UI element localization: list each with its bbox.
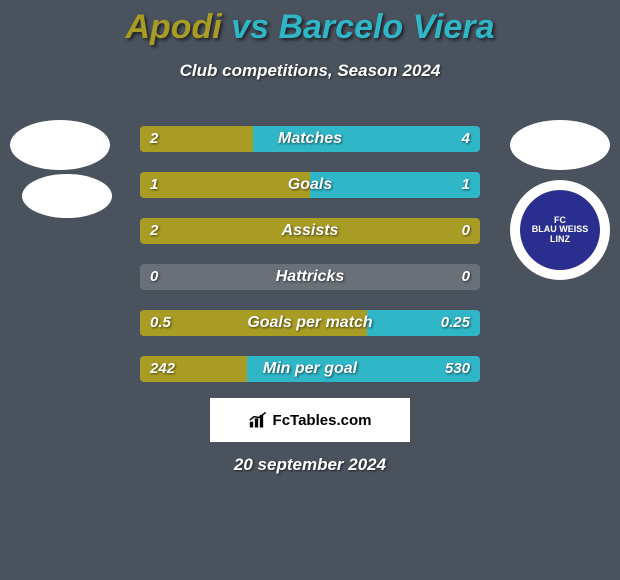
branding-box[interactable]: FcTables.com <box>210 398 410 442</box>
page-root: Apodi vs Barcelo Viera Club competitions… <box>0 0 620 580</box>
chart-icon <box>249 411 269 429</box>
stat-value-left: 0 <box>150 264 158 290</box>
bar-left <box>140 218 480 244</box>
stat-value-right: 0 <box>462 264 470 290</box>
team-logo-left-2 <box>22 174 112 218</box>
title-vs: vs <box>222 8 279 46</box>
branding-text: FcTables.com <box>273 412 372 429</box>
stat-row: Assists20 <box>140 218 480 244</box>
team-logo-right-1 <box>510 120 610 170</box>
stat-value-right: 4 <box>462 126 470 152</box>
stat-row: Min per goal242530 <box>140 356 480 382</box>
stat-value-right: 530 <box>445 356 470 382</box>
stats-container: Matches24Goals11Assists20Hattricks00Goal… <box>140 126 480 402</box>
stat-row: Hattricks00 <box>140 264 480 290</box>
stat-value-left: 2 <box>150 126 158 152</box>
subtitle: Club competitions, Season 2024 <box>0 61 620 81</box>
badge-line-1: FC <box>554 216 566 225</box>
stat-row: Matches24 <box>140 126 480 152</box>
title-player-left: Apodi <box>125 8 221 46</box>
stat-value-left: 242 <box>150 356 175 382</box>
bar-right <box>253 126 480 152</box>
stat-value-left: 1 <box>150 172 158 198</box>
page-title: Apodi vs Barcelo Viera <box>0 0 620 47</box>
stat-value-right: 1 <box>462 172 470 198</box>
team-badge-right: FC BLAU WEISS LINZ <box>520 190 600 270</box>
team-logo-right-2: FC BLAU WEISS LINZ <box>510 180 610 280</box>
badge-line-2: BLAU WEISS <box>532 225 589 234</box>
bar-left <box>140 172 310 198</box>
stat-value-right: 0 <box>462 218 470 244</box>
bar-right <box>140 264 480 290</box>
stat-value-left: 0.5 <box>150 310 171 336</box>
team-logo-left-1 <box>10 120 110 170</box>
title-player-right: Barcelo Viera <box>278 8 494 46</box>
bar-right <box>310 172 480 198</box>
stat-row: Goals11 <box>140 172 480 198</box>
badge-line-3: LINZ <box>550 235 570 244</box>
stat-row: Goals per match0.50.25 <box>140 310 480 336</box>
bar-left <box>140 310 367 336</box>
date-text: 20 september 2024 <box>0 455 620 475</box>
stat-value-left: 2 <box>150 218 158 244</box>
stat-value-right: 0.25 <box>441 310 470 336</box>
